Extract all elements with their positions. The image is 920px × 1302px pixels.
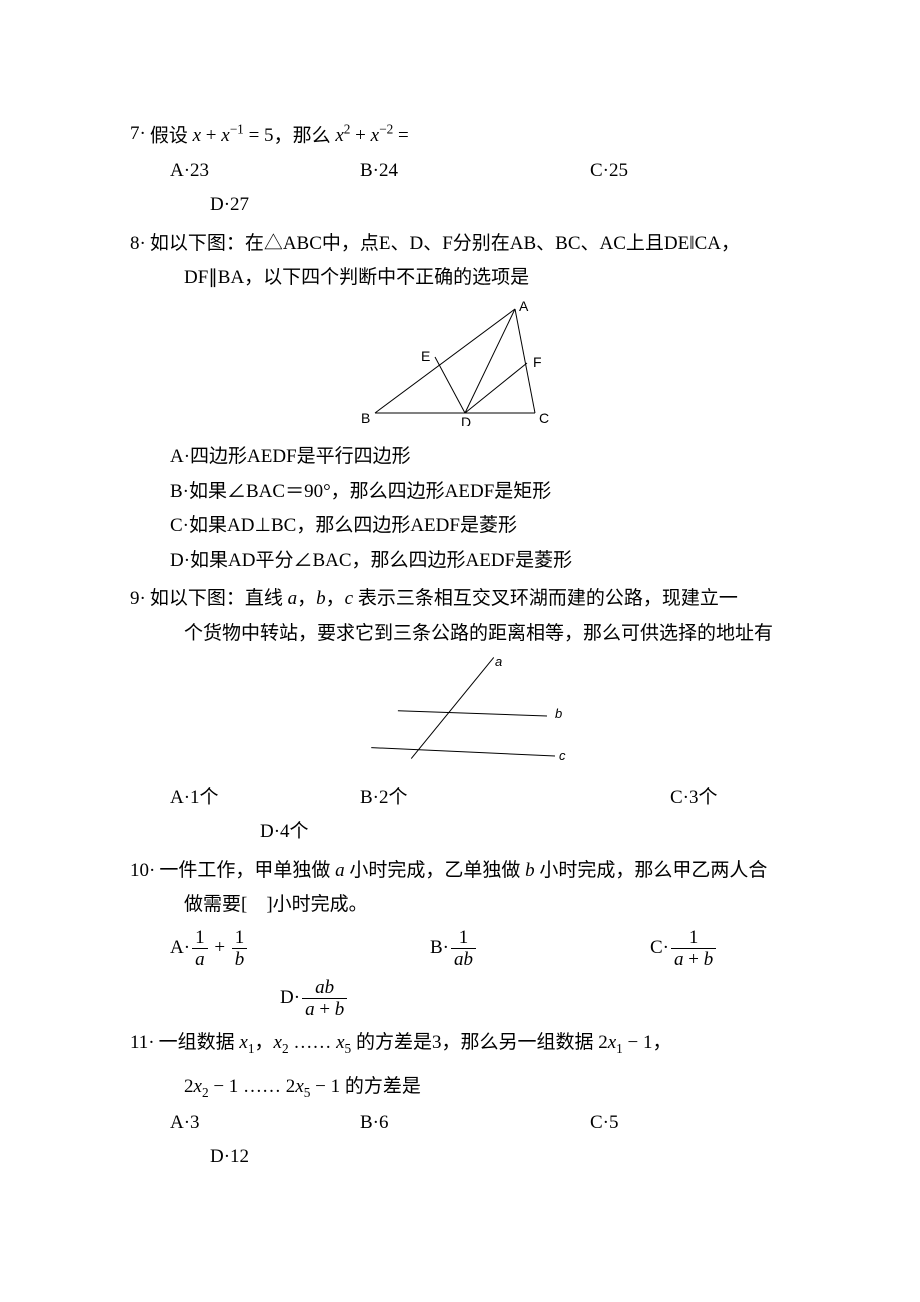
q8-opt-d: D·如果AD平分∠BAC，那么四边形AEDF是菱形 — [170, 547, 790, 576]
q10-line2: 做需要[ ]小时完成。 — [184, 891, 790, 920]
q9-opt-a: A·1个 — [170, 784, 360, 813]
q10-number: 10· — [130, 857, 159, 886]
q9-line1-pre: 如以下图：直线 — [150, 588, 288, 609]
question-10: 10· 一件工作，甲单独做 a 小时完成，乙单独做 b 小时完成，那么甲乙两人合… — [130, 857, 790, 1019]
q11-opt-d: D·12 — [210, 1143, 249, 1172]
svg-text:b: b — [555, 706, 562, 721]
exam-page: 7· 假设 x + x−1 = 5，那么 x2 + x−2 = A·23 B·2… — [0, 0, 920, 1302]
svg-text:A: A — [519, 301, 529, 314]
q9-opt-d: D·4个 — [260, 818, 309, 847]
question-7: 7· 假设 x + x−1 = 5，那么 x2 + x−2 = A·23 B·2… — [130, 120, 790, 220]
q8-opt-b: B·如果∠BAC＝90°，那么四边形AEDF是矩形 — [170, 478, 790, 507]
q7-stem-mid: ，那么 — [274, 125, 336, 146]
question-9: 9· 如以下图：直线 a，b，c 表示三条相互交叉环湖而建的公路，现建立一 个货… — [130, 585, 790, 847]
q7-stem: 假设 x + x−1 = 5，那么 x2 + x−2 = — [150, 120, 790, 151]
q7-number: 7· — [130, 120, 150, 151]
q9-line2: 个货物中转站，要求它到三条公路的距离相等，那么可供选择的地址有 — [184, 620, 790, 649]
svg-text:a: a — [495, 656, 502, 669]
q7-stem-pre: 假设 — [150, 125, 193, 146]
q11-opt-b: B·6 — [360, 1109, 590, 1138]
q9-line1: 如以下图：直线 a，b，c 表示三条相互交叉环湖而建的公路，现建立一 — [150, 585, 790, 614]
q9-opt-b: B·2个 — [360, 784, 590, 813]
q10-opt-a: A·1a + 1b — [170, 926, 430, 970]
roads-diagram-icon: a b c — [345, 656, 575, 766]
q7-expr1: x + x−1 = 5 — [193, 125, 274, 146]
q11-opt-c: C·5 — [590, 1109, 770, 1138]
q11-opt-a: A·3 — [170, 1109, 360, 1138]
q8-line2: DF∥BA，以下四个判断中不正确的选项是 — [184, 264, 790, 293]
q7-opt-a: A·23 — [170, 157, 360, 186]
q10-opt-b: B·1ab — [430, 926, 650, 970]
q7-expr2: x2 + x−2 = — [335, 125, 408, 146]
svg-text:F: F — [533, 354, 542, 370]
svg-text:D: D — [461, 414, 471, 426]
question-8: 8· 如以下图：在△ABC中，点E、D、F分别在AB、BC、AC上且DE‖CA，… — [130, 230, 790, 576]
q8-number: 8· — [130, 230, 150, 259]
q8-figure: A B C D E F — [130, 301, 790, 436]
triangle-diagram-icon: A B C D E F — [355, 301, 565, 426]
q9-line1-post: 表示三条相互交叉环湖而建的公路，现建立一 — [353, 588, 738, 609]
q8-opt-a: A·四边形AEDF是平行四边形 — [170, 443, 790, 472]
q10-opt-d: D·aba + b — [280, 976, 349, 1020]
svg-text:B: B — [361, 410, 370, 426]
q8-opt-c: C·如果AD⊥BC，那么四边形AEDF是菱形 — [170, 512, 790, 541]
q9-figure: a b c — [130, 656, 790, 776]
q11-line1: 一组数据 x1，x2 …… x5 的方差是3，那么另一组数据 2x1 − 1， — [159, 1029, 790, 1059]
q8-line1: 如以下图：在△ABC中，点E、D、F分别在AB、BC、AC上且DE‖CA， — [150, 230, 790, 259]
q7-opt-c: C·25 — [590, 157, 770, 186]
q7-opt-b: B·24 — [360, 157, 590, 186]
q9-number: 9· — [130, 585, 150, 614]
svg-text:c: c — [559, 748, 566, 763]
svg-text:C: C — [539, 410, 549, 426]
q11-line2: 2x2 − 1 …… 2x5 − 1 的方差是 — [184, 1073, 790, 1103]
question-11: 11· 一组数据 x1，x2 …… x5 的方差是3，那么另一组数据 2x1 −… — [130, 1029, 790, 1171]
q11-number: 11· — [130, 1029, 159, 1059]
q7-opt-d: D·27 — [210, 191, 249, 220]
q9-abc: a，b，c — [288, 588, 353, 609]
q9-opt-c: C·3个 — [670, 784, 850, 813]
q10-line1: 一件工作，甲单独做 a 小时完成，乙单独做 b 小时完成，那么甲乙两人合 — [159, 857, 790, 886]
q10-opt-c: C·1a + b — [650, 926, 718, 970]
svg-text:E: E — [421, 348, 430, 364]
